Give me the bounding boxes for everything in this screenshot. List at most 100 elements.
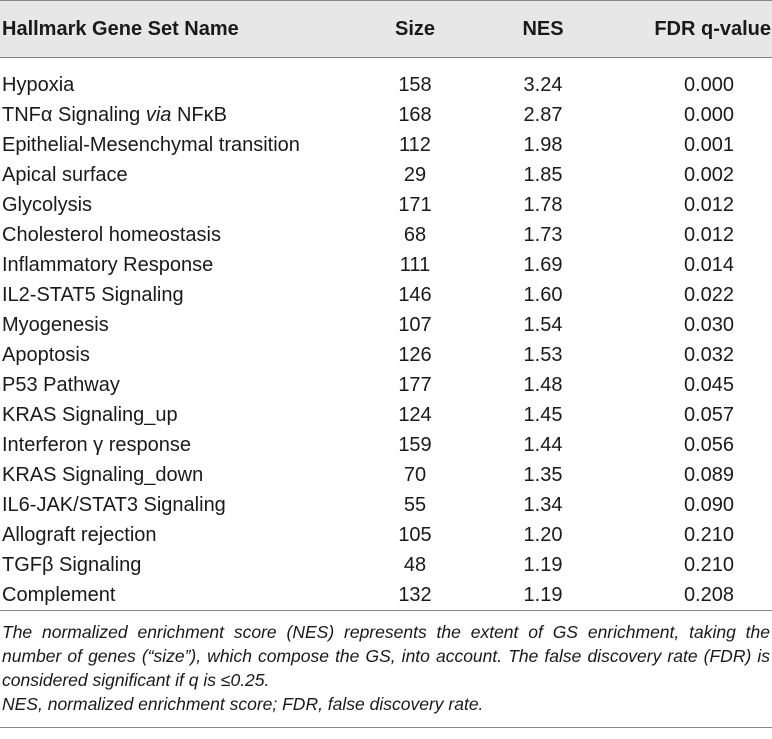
table-row: Allograft rejection 105 1.20 0.210 [0, 520, 772, 550]
cell-size: 126 [398, 344, 432, 366]
table-row: Apical surface 29 1.85 0.002 [0, 160, 772, 190]
cell-fdr-q-value: 0.022 [683, 284, 734, 306]
cell-nes: 1.98 [523, 134, 563, 156]
cell-size: 146 [398, 284, 432, 306]
cell-fdr-q-value: 0.208 [683, 584, 734, 606]
cell-fdr-q-value: 0.012 [683, 194, 734, 216]
header-nes: NES [522, 18, 564, 40]
cell-gene-set-name: Epithelial-Mesenchymal transition [2, 134, 300, 156]
cell-size: 132 [398, 584, 432, 606]
cell-nes: 1.60 [523, 284, 563, 306]
cell-gene-set-name: Myogenesis [2, 314, 109, 336]
cell-gene-set-name: TNFα Signaling via NFκB [2, 104, 227, 126]
cell-nes: 1.85 [523, 164, 563, 186]
cell-nes: 1.73 [523, 224, 563, 246]
cell-gene-set-name: Glycolysis [2, 194, 93, 216]
cell-nes: 1.53 [523, 344, 563, 366]
table-row: KRAS Signaling_up 124 1.45 0.057 [0, 400, 772, 430]
cell-gene-set-name: KRAS Signaling_down [2, 464, 204, 486]
cell-size: 124 [398, 404, 432, 426]
cell-size: 48 [403, 554, 427, 576]
cell-nes: 1.69 [523, 254, 563, 276]
cell-nes: 1.45 [523, 404, 563, 426]
cell-gene-set-name: P53 Pathway [2, 374, 120, 396]
table-row: Complement 132 1.19 0.208 [0, 580, 772, 610]
cell-nes: 2.87 [523, 104, 563, 126]
cell-nes: 3.24 [523, 74, 563, 96]
cell-gene-set-name: Complement [2, 584, 116, 606]
cell-nes: 1.44 [523, 434, 563, 456]
cell-gene-set-name: IL2-STAT5 Signaling [2, 284, 184, 306]
cell-gene-set-name: Hypoxia [2, 74, 75, 96]
cell-fdr-q-value: 0.056 [683, 434, 734, 456]
cell-nes: 1.35 [523, 464, 563, 486]
table-row: Cholesterol homeostasis 68 1.73 0.012 [0, 220, 772, 250]
table-row: P53 Pathway 177 1.48 0.045 [0, 370, 772, 400]
table-row: KRAS Signaling_down 70 1.35 0.089 [0, 460, 772, 490]
table-row: TNFα Signaling via NFκB 168 2.87 0.000 [0, 100, 772, 130]
table-row: IL2-STAT5 Signaling 146 1.60 0.022 [0, 280, 772, 310]
table-footnote: The normalized enrichment score (NES) re… [2, 622, 770, 690]
cell-fdr-q-value: 0.045 [683, 374, 734, 396]
cell-nes: 1.48 [523, 374, 563, 396]
cell-gene-set-name: TGFβ Signaling [2, 554, 142, 576]
cell-fdr-q-value: 0.002 [683, 164, 734, 186]
table-row: IL6-JAK/STAT3 Signaling 55 1.34 0.090 [0, 490, 772, 520]
table-abbreviations: NES, normalized enrichment score; FDR, f… [2, 694, 484, 714]
cell-size: 111 [399, 254, 431, 276]
table-row: Hypoxia 158 3.24 0.000 [0, 70, 772, 100]
cell-fdr-q-value: 0.032 [683, 344, 734, 366]
table-header: Hallmark Gene Set Name Size NES FDR q-va… [0, 0, 772, 58]
table-bottom-rule [0, 610, 772, 611]
cell-gene-set-name: Apoptosis [2, 344, 90, 366]
table-row: Epithelial-Mesenchymal transition 112 1.98… [0, 130, 772, 160]
cell-fdr-q-value: 0.030 [683, 314, 734, 336]
cell-size: 70 [403, 464, 427, 486]
cell-gene-set-name: IL6-JAK/STAT3 Signaling [2, 494, 226, 516]
header-gene-set-name: Hallmark Gene Set Name [2, 18, 239, 40]
cell-size: 159 [398, 434, 432, 456]
header-fdr: FDR q-value [654, 18, 771, 40]
cell-fdr-q-value: 0.210 [683, 554, 734, 576]
cell-gene-set-name: Inflammatory Response [2, 254, 214, 276]
cell-gene-set-name: Allograft rejection [2, 524, 157, 546]
header-size: Size [394, 18, 436, 40]
cell-gene-set-name: Interferon γ response [2, 434, 191, 456]
cell-nes: 1.19 [523, 584, 563, 606]
cell-size: 158 [398, 74, 432, 96]
table-row: Inflammatory Response 111 1.69 0.014 [0, 250, 772, 280]
cell-fdr-q-value: 0.000 [683, 104, 734, 126]
cell-fdr-q-value: 0.090 [683, 494, 734, 516]
cell-nes: 1.34 [523, 494, 563, 516]
cell-size: 68 [403, 224, 427, 246]
cell-size: 112 [399, 134, 431, 156]
table-row: Glycolysis 171 1.78 0.012 [0, 190, 772, 220]
cell-size: 107 [398, 314, 432, 336]
table-row: Myogenesis 107 1.54 0.030 [0, 310, 772, 340]
cell-size: 55 [403, 494, 427, 516]
footnote-bottom-rule [0, 727, 772, 728]
cell-gene-set-name: KRAS Signaling_up [2, 404, 178, 426]
cell-fdr-q-value: 0.057 [683, 404, 734, 426]
cell-fdr-q-value: 0.089 [683, 464, 734, 486]
cell-fdr-q-value: 0.000 [683, 74, 734, 96]
cell-nes: 1.19 [523, 554, 563, 576]
cell-fdr-q-value: 0.014 [683, 254, 734, 276]
table-body: Hypoxia 158 3.24 0.000 TNFα Signaling via NF… [0, 70, 772, 610]
table-row: Interferon γ response 159 1.44 0.056 [0, 430, 772, 460]
table-row: TGFβ Signaling 48 1.19 0.210 [0, 550, 772, 580]
cell-fdr-q-value: 0.001 [683, 134, 734, 156]
cell-size: 105 [398, 524, 432, 546]
cell-gene-set-name: Apical surface [2, 164, 128, 186]
cell-nes: 1.20 [523, 524, 563, 546]
cell-nes: 1.54 [523, 314, 563, 336]
cell-size: 29 [403, 164, 427, 186]
cell-gene-set-name: Cholesterol homeostasis [2, 224, 221, 246]
cell-size: 168 [398, 104, 432, 126]
cell-fdr-q-value: 0.210 [683, 524, 734, 546]
cell-fdr-q-value: 0.012 [683, 224, 734, 246]
cell-nes: 1.78 [523, 194, 563, 216]
cell-size: 171 [398, 194, 432, 216]
cell-size: 177 [398, 374, 432, 396]
